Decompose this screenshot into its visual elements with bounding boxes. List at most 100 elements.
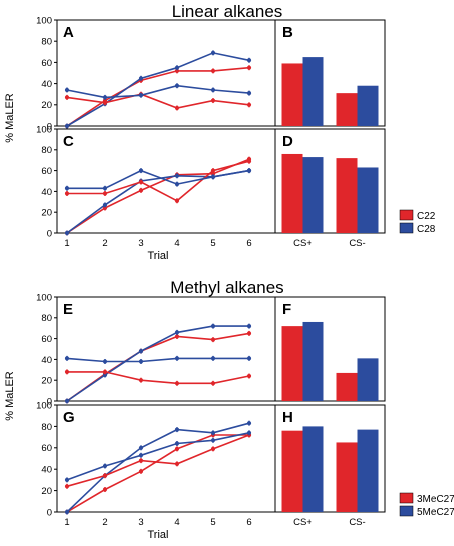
bar-panel-frame (274, 19, 386, 127)
bar-category-label: CS- (349, 238, 365, 249)
data-point (138, 348, 144, 354)
data-point (64, 230, 70, 236)
x-tick-label: 4 (174, 517, 179, 528)
panel-label: A (63, 24, 74, 41)
data-point (210, 50, 216, 55)
x-tick-label: 6 (246, 238, 251, 249)
bar (357, 429, 379, 512)
y-tick-label: 0 (47, 228, 52, 239)
series-line (66, 357, 249, 363)
bar (281, 63, 303, 126)
data-point (138, 445, 144, 450)
bar (281, 326, 303, 401)
x-tick-label: 1 (64, 517, 69, 528)
y-tick-label: 0 (47, 507, 52, 518)
x-tick-label: 2 (102, 517, 107, 528)
data-point (174, 105, 180, 111)
data-point (138, 453, 144, 458)
bar (302, 57, 324, 126)
y-tick-label: 100 (36, 400, 52, 411)
data-point (102, 191, 108, 196)
data-point (64, 186, 70, 191)
y-tick-label: 40 (41, 187, 52, 198)
data-point (246, 159, 252, 164)
data-point (138, 359, 144, 364)
bar (357, 358, 379, 401)
legend-swatch (399, 222, 414, 234)
data-point (246, 168, 252, 173)
bar-category-label: CS+ (293, 238, 312, 249)
data-point (138, 168, 144, 173)
data-point (210, 356, 216, 361)
data-point (64, 356, 70, 361)
y-tick-label: 0 (47, 396, 52, 407)
y-tick-label: 20 (41, 208, 52, 219)
data-point (174, 441, 180, 446)
y-tick-label: 100 (36, 124, 52, 135)
data-point (174, 198, 180, 203)
bar (357, 85, 379, 126)
legend-label: C22 (417, 211, 436, 222)
y-tick-label: 80 (41, 313, 52, 324)
data-point (138, 179, 144, 185)
data-point (174, 334, 180, 339)
data-point (102, 473, 108, 478)
panel-label: C (63, 133, 74, 150)
data-point (102, 463, 108, 469)
data-point (210, 438, 216, 443)
y-tick-label: 20 (41, 376, 52, 387)
data-point (246, 430, 252, 435)
data-point (210, 430, 216, 435)
data-point (210, 337, 216, 342)
series-line (66, 158, 250, 234)
legend-label: 5MeC27 (417, 507, 454, 518)
y-tick-label: 60 (41, 443, 52, 454)
data-point (210, 87, 216, 93)
panel-label: H (282, 409, 293, 426)
x-tick-label: 6 (246, 517, 251, 528)
data-point (64, 477, 70, 482)
data-point (210, 446, 216, 451)
y-tick-label: 80 (41, 37, 52, 48)
x-axis-label: Trial (148, 250, 169, 262)
data-point (64, 484, 70, 489)
bar (357, 167, 379, 233)
data-point (174, 330, 180, 335)
series-line (66, 434, 250, 488)
y-tick-label: 60 (41, 334, 52, 345)
legend-swatch (399, 492, 414, 504)
data-point (64, 123, 70, 129)
bar (302, 426, 324, 512)
x-tick-label: 2 (102, 238, 107, 249)
data-point (102, 487, 108, 492)
data-point (210, 174, 216, 179)
data-point (246, 331, 252, 336)
data-point (210, 324, 216, 329)
bar (302, 321, 324, 401)
data-point (174, 182, 180, 187)
bar (336, 442, 358, 512)
series-line (66, 434, 249, 513)
series-line (67, 169, 250, 190)
y-tick-label: 100 (36, 15, 52, 26)
series-line (66, 432, 250, 481)
bar-panel-frame (274, 404, 386, 513)
data-point (64, 191, 70, 196)
data-point (246, 91, 252, 96)
panel-label: G (63, 409, 75, 426)
x-tick-label: 1 (64, 238, 69, 249)
data-point (246, 58, 252, 63)
data-point (210, 98, 216, 103)
data-point (102, 186, 108, 191)
data-point (138, 378, 144, 383)
bar (336, 93, 358, 126)
data-point (210, 171, 216, 176)
y-tick-label: 20 (41, 100, 52, 111)
data-point (174, 356, 180, 361)
x-axis-label: Trial (148, 529, 169, 541)
data-point (138, 469, 144, 474)
bar-category-label: CS+ (293, 517, 312, 528)
data-point (210, 381, 216, 386)
data-point (64, 369, 70, 374)
data-point (138, 458, 144, 463)
